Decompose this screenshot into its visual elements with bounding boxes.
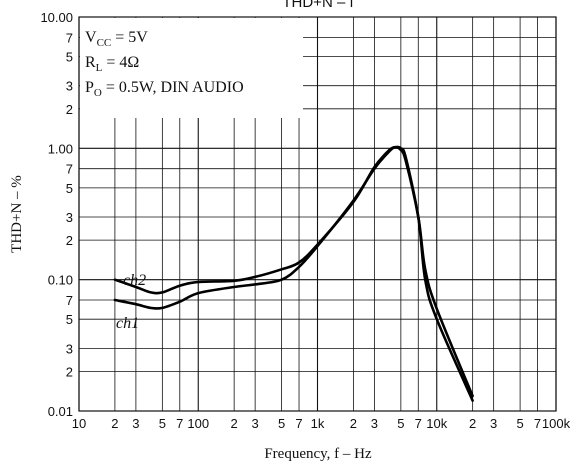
y-tick-label: 7 — [66, 293, 73, 308]
x-tick-label: 7 — [415, 416, 422, 431]
x-tick-label: 3 — [252, 416, 259, 431]
y-tick-label: 3 — [66, 341, 73, 356]
conditions-box: VCC = 5V RL = 4Ω PO = 0.5W, DIN AUDIO — [80, 18, 303, 118]
x-tick-label: 1k — [311, 416, 325, 431]
x-tick-label: 7 — [176, 416, 183, 431]
series-layer — [113, 145, 474, 402]
x-tick-label: 3 — [490, 416, 497, 431]
y-tick-label: 2 — [66, 233, 73, 248]
x-tick-label: 100 — [187, 416, 209, 431]
series-line-ch2 — [113, 145, 474, 402]
x-tick-label: 5 — [278, 416, 285, 431]
x-tick-label: 7 — [295, 416, 302, 431]
x-tick-label: 2 — [469, 416, 476, 431]
y-axis-ticks: 10.00 7 5 3 2 1.00 7 5 3 2 0.10 7 5 3 2 0.01 — [40, 10, 73, 419]
y-tick-label: 1.00 — [48, 141, 73, 156]
x-tick-label: 100k — [542, 416, 571, 431]
y-axis-title: THD+N – % — [9, 175, 25, 253]
chart-title: THD+N – f — [282, 0, 354, 11]
x-tick-label: 7 — [534, 416, 541, 431]
conditions-background — [80, 18, 303, 118]
x-tick-label: 3 — [371, 416, 378, 431]
x-axis-title: Frequency, f – Hz — [264, 446, 372, 462]
series-label-ch1: ch1 — [116, 315, 139, 332]
y-tick-label: 5 — [66, 312, 73, 327]
x-tick-label: 3 — [132, 416, 139, 431]
series-label-ch2: ch2 — [123, 272, 146, 289]
y-tick-label: 3 — [66, 210, 73, 225]
x-tick-label: 5 — [516, 416, 523, 431]
condition-vcc: VCC = 5V — [85, 29, 148, 49]
y-tick-label: 0.01 — [48, 404, 73, 419]
series-line-ch1 — [113, 145, 474, 398]
y-tick-label: 2 — [66, 102, 73, 117]
y-tick-label: 7 — [66, 30, 73, 45]
x-tick-label: 2 — [111, 416, 118, 431]
x-axis-ticks: 10 2 3 5 7 100 2 3 5 7 1k 2 3 5 7 10k 2 3 5 7 100k — [72, 416, 571, 431]
x-tick-label: 10 — [72, 416, 86, 431]
x-tick-label: 5 — [159, 416, 166, 431]
x-tick-label: 10k — [426, 416, 447, 431]
y-tick-label: 5 — [66, 181, 73, 196]
plot-area-frame — [78, 16, 557, 412]
condition-po: PO = 0.5W, DIN AUDIO — [85, 79, 244, 99]
condition-rl: RL = 4Ω — [85, 54, 139, 74]
y-tick-label: 7 — [66, 162, 73, 177]
x-tick-label: 2 — [231, 416, 238, 431]
y-tick-label: 5 — [66, 50, 73, 65]
y-tick-label: 0.10 — [48, 273, 73, 288]
x-tick-label: 2 — [350, 416, 357, 431]
y-tick-label: 10.00 — [40, 10, 73, 25]
x-tick-label: 5 — [397, 416, 404, 431]
y-tick-label: 2 — [66, 364, 73, 379]
y-tick-label: 3 — [66, 79, 73, 94]
